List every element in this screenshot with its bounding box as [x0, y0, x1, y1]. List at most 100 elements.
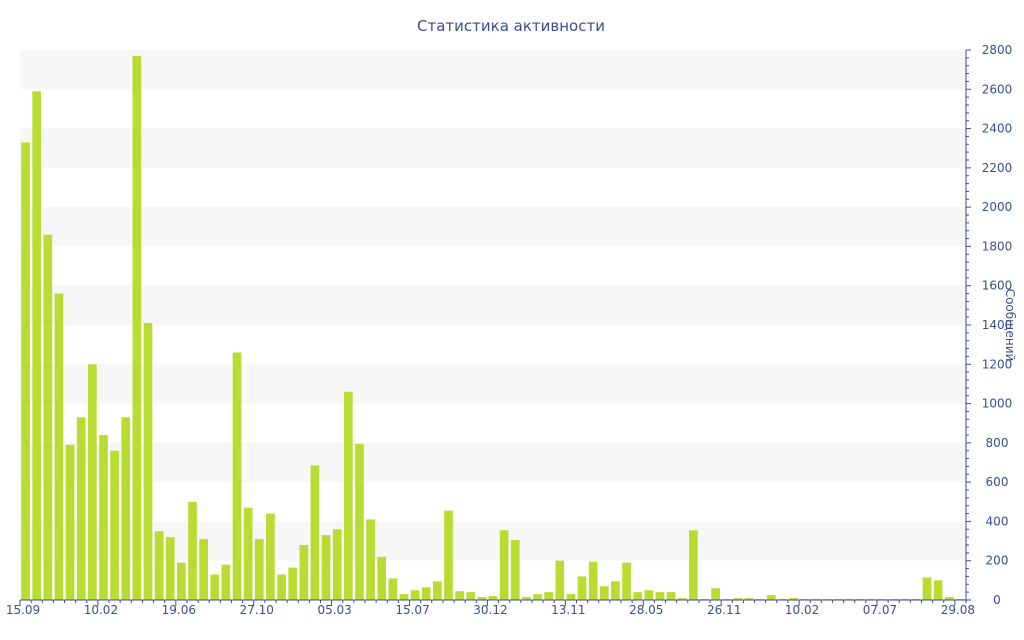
bar[interactable]: [188, 501, 197, 600]
bar[interactable]: [644, 590, 654, 600]
x-tick-label: 19.06: [162, 603, 196, 617]
bar[interactable]: [177, 562, 186, 600]
bar[interactable]: [488, 596, 498, 600]
bar[interactable]: [466, 592, 476, 600]
x-tick-label: 26.11: [707, 603, 741, 617]
bar[interactable]: [944, 597, 954, 600]
bar[interactable]: [433, 581, 442, 600]
x-tick-label: 29.08: [941, 603, 975, 617]
bar[interactable]: [477, 597, 487, 600]
x-tick-label: 30.12: [473, 603, 507, 617]
grid-band: [20, 521, 966, 561]
bar[interactable]: [688, 530, 698, 600]
bar[interactable]: [933, 580, 943, 600]
bar[interactable]: [254, 539, 264, 600]
bar[interactable]: [766, 595, 776, 600]
x-tick-label: 27.10: [240, 603, 274, 617]
bar[interactable]: [733, 598, 743, 600]
bar[interactable]: [666, 592, 676, 600]
bar[interactable]: [622, 562, 631, 600]
bar[interactable]: [110, 450, 119, 600]
bar[interactable]: [21, 142, 30, 600]
x-tick-label: 05.03: [317, 603, 351, 617]
bar[interactable]: [88, 364, 97, 600]
bar[interactable]: [43, 234, 53, 600]
grid-band: [20, 364, 966, 404]
bar[interactable]: [154, 531, 164, 600]
y-tick-label: 200: [986, 554, 1009, 568]
bar[interactable]: [455, 591, 464, 600]
bar[interactable]: [611, 581, 620, 600]
bar[interactable]: [232, 352, 242, 601]
y-tick-label: 600: [986, 475, 1009, 489]
bar[interactable]: [444, 510, 453, 601]
bar[interactable]: [655, 592, 665, 600]
bar[interactable]: [510, 540, 520, 600]
y-axis-label: Сообщений: [1003, 289, 1017, 362]
bar[interactable]: [210, 574, 220, 600]
bar[interactable]: [65, 444, 75, 600]
x-tick-label: 28.05: [629, 603, 663, 617]
chart-title: Статистика активности: [417, 17, 605, 35]
bar[interactable]: [165, 537, 175, 600]
bar[interactable]: [132, 55, 142, 600]
bar[interactable]: [544, 592, 553, 600]
bar[interactable]: [599, 586, 609, 600]
x-tick-label: 15.07: [395, 603, 429, 617]
y-tick-label: 1400: [982, 318, 1013, 332]
x-tick-label: 13.11: [551, 603, 585, 617]
y-tick-label: 800: [986, 436, 1009, 450]
y-tick-label: 2600: [982, 82, 1013, 96]
bar[interactable]: [277, 574, 286, 600]
y-tick-label: 400: [986, 514, 1009, 528]
bar[interactable]: [321, 535, 331, 600]
y-tick-label: 2000: [982, 200, 1013, 214]
grid-band: [20, 128, 966, 168]
x-tick-label: 15.09: [6, 603, 40, 617]
y-axis: 0 200 400 600 800 1000 1200 1400 1600 1800 2000 220…: [965, 43, 1013, 607]
bar[interactable]: [399, 594, 409, 600]
bar[interactable]: [343, 391, 353, 600]
bar[interactable]: [76, 417, 86, 600]
x-tick-label: 07.07: [863, 603, 897, 617]
bar[interactable]: [377, 556, 387, 600]
bar[interactable]: [633, 592, 643, 600]
bar[interactable]: [388, 578, 398, 600]
x-axis: 15.09 10.02 19.06 27.10 05.03 15.07 30.12 13.11…: [6, 599, 975, 617]
x-tick-label: 10.02: [84, 603, 118, 617]
bar[interactable]: [922, 577, 932, 600]
bar[interactable]: [310, 465, 320, 600]
bar[interactable]: [577, 576, 587, 600]
bar[interactable]: [588, 561, 598, 600]
bar[interactable]: [410, 590, 420, 600]
bar[interactable]: [789, 598, 798, 600]
bar[interactable]: [121, 417, 131, 600]
bar[interactable]: [266, 513, 275, 600]
bar[interactable]: [533, 594, 542, 600]
bar[interactable]: [499, 530, 509, 600]
bar[interactable]: [566, 594, 576, 600]
bar[interactable]: [421, 587, 431, 600]
bar[interactable]: [199, 539, 208, 600]
bar[interactable]: [243, 507, 253, 600]
y-tick-label: 2200: [982, 161, 1013, 175]
bar[interactable]: [366, 519, 375, 600]
bar[interactable]: [522, 597, 531, 600]
y-tick-label: 1800: [982, 239, 1013, 253]
bar[interactable]: [288, 567, 298, 600]
bar[interactable]: [332, 529, 342, 600]
bar[interactable]: [677, 598, 687, 600]
bar[interactable]: [744, 598, 754, 600]
bar[interactable]: [99, 435, 108, 600]
bar[interactable]: [143, 323, 153, 600]
bar[interactable]: [299, 545, 309, 600]
bar[interactable]: [555, 560, 565, 600]
bar-series: [21, 55, 965, 601]
grid-band: [20, 285, 966, 325]
bar[interactable]: [221, 564, 231, 600]
bar[interactable]: [711, 588, 720, 600]
bar[interactable]: [355, 443, 364, 600]
bar[interactable]: [32, 91, 42, 600]
bar[interactable]: [54, 293, 64, 600]
